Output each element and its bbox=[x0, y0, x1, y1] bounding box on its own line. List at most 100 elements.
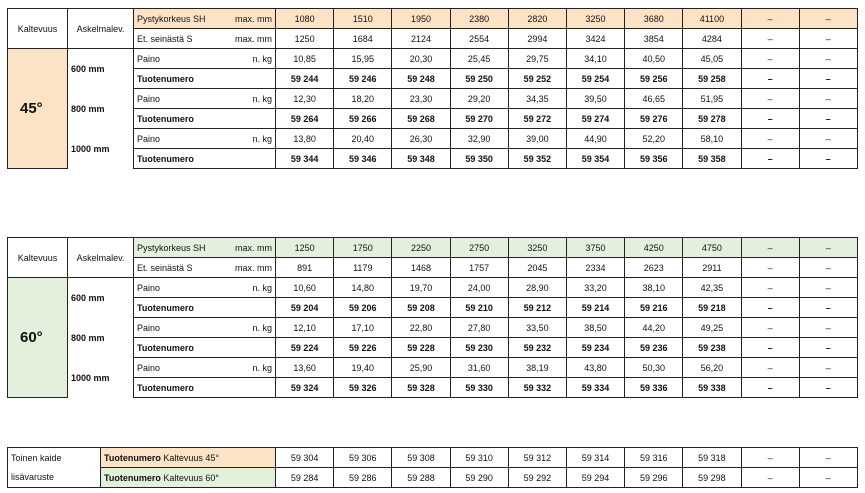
weight-row: 45° 600 mm Paino n. kg 10,85 15,95 20,30 25,45 2… bbox=[7, 48, 858, 169]
weight-unit: n. kg bbox=[228, 128, 276, 149]
distance-value: 1468 bbox=[391, 257, 451, 278]
weight-value: 20,40 bbox=[333, 128, 393, 149]
distance-unit: max. mm bbox=[228, 257, 276, 278]
product-number: 59 344 bbox=[274, 148, 335, 169]
product-number: 59 252 bbox=[507, 68, 567, 89]
product-number: 59 248 bbox=[391, 68, 451, 89]
weight-value: 42,35 bbox=[682, 277, 742, 298]
weight-value: 19,40 bbox=[333, 357, 393, 378]
product-number-label: Tuotenumero bbox=[133, 377, 276, 398]
distance-unit: max. mm bbox=[228, 28, 276, 49]
weight-value: – bbox=[798, 317, 858, 338]
product-number: 59 228 bbox=[391, 337, 451, 358]
accessory-row: lisävaruste Tuotenumero Kaltevuus 60° 59 2… bbox=[7, 467, 858, 488]
product-number: 59 258 bbox=[682, 68, 742, 89]
product-number: – bbox=[798, 377, 858, 398]
weight-value: 26,30 bbox=[391, 128, 451, 149]
weight-row: 1000 mm Paino n. kg 13,60 19,40 25,90 31,60 38,… bbox=[8, 357, 858, 398]
step-width: 600 mm bbox=[67, 277, 134, 318]
product-number: 59 278 bbox=[682, 108, 742, 129]
height-row: Kaltevuus Askelmalev. Pystykorkeus SH max. … bbox=[7, 8, 858, 49]
accessory-label: Toinen kaide bbox=[7, 447, 101, 468]
product-row: Tuotenumero 59 324 59 326 59 328 59 330 59 33… bbox=[8, 377, 858, 398]
product-number: 59 328 bbox=[391, 377, 451, 398]
distance-value: 2994 bbox=[507, 28, 567, 49]
height-value: 3750 bbox=[565, 237, 626, 258]
accessory-product-number: 59 310 bbox=[449, 447, 509, 468]
product-row: Tuotenumero 59 224 59 226 59 228 59 230 59 23… bbox=[8, 337, 858, 358]
product-number: 59 250 bbox=[449, 68, 509, 89]
distance-value: 2124 bbox=[391, 28, 451, 49]
product-number: 59 214 bbox=[565, 297, 626, 318]
product-number-label: Tuotenumero bbox=[133, 297, 276, 318]
accessory-product-number: 59 316 bbox=[624, 447, 684, 468]
weight-value: – bbox=[798, 277, 858, 298]
weight-value: 29,75 bbox=[507, 48, 567, 69]
weight-value: 25,45 bbox=[449, 48, 509, 69]
product-number: 59 332 bbox=[507, 377, 567, 398]
weight-value: 50,30 bbox=[624, 357, 684, 378]
weight-value: 44,90 bbox=[565, 128, 626, 149]
step-width: 800 mm bbox=[67, 88, 134, 129]
slope-label: Kaltevuus 60° bbox=[163, 472, 219, 483]
product-number: – bbox=[740, 337, 800, 358]
weight-value: 52,20 bbox=[624, 128, 684, 149]
product-number: 59 338 bbox=[682, 377, 742, 398]
weight-label: Paino bbox=[133, 128, 229, 149]
distance-value: 1179 bbox=[333, 257, 393, 278]
weight-label: Paino bbox=[133, 48, 229, 69]
product-number: 59 234 bbox=[565, 337, 626, 358]
height-value: – bbox=[798, 8, 858, 29]
product-number: 59 206 bbox=[333, 297, 393, 318]
product-number: – bbox=[798, 148, 858, 169]
product-number: – bbox=[798, 337, 858, 358]
product-number: 59 256 bbox=[624, 68, 684, 89]
distance-value: 2045 bbox=[507, 257, 567, 278]
product-number: 59 354 bbox=[565, 148, 626, 169]
slope-header: Kaltevuus bbox=[7, 237, 68, 278]
product-number: 59 346 bbox=[333, 148, 393, 169]
product-number: 59 330 bbox=[449, 377, 509, 398]
weight-value: 38,19 bbox=[507, 357, 567, 378]
weight-value: 13,80 bbox=[274, 128, 335, 149]
product-number-label: Tuotenumero bbox=[133, 337, 276, 358]
accessory-product-label: Tuotenumero Kaltevuus 60° bbox=[100, 467, 276, 488]
slope-angle: 60° bbox=[7, 277, 68, 398]
weight-value: – bbox=[740, 128, 800, 149]
product-row: Tuotenumero 59 264 59 266 59 268 59 270 59 27… bbox=[8, 108, 858, 129]
distance-value: 2554 bbox=[449, 28, 509, 49]
accessory-label: lisävaruste bbox=[7, 467, 101, 488]
accessory-product-number: 59 312 bbox=[507, 447, 567, 468]
height-value: 3250 bbox=[507, 237, 567, 258]
accessory-product-number: 59 292 bbox=[507, 467, 567, 488]
slope-angle: 45° bbox=[7, 48, 68, 169]
product-number: 59 348 bbox=[391, 148, 451, 169]
weight-value: 13,60 bbox=[274, 357, 335, 378]
distance-value: 4284 bbox=[682, 28, 742, 49]
weight-unit: n. kg bbox=[228, 357, 276, 378]
weight-value: 23,30 bbox=[391, 88, 451, 109]
product-number: 59 226 bbox=[333, 337, 393, 358]
height-value: 2250 bbox=[391, 237, 451, 258]
weight-value: 51,95 bbox=[682, 88, 742, 109]
step-width: 1000 mm bbox=[67, 128, 134, 169]
weight-label: Paino bbox=[133, 357, 229, 378]
accessory-product-number: – bbox=[740, 447, 800, 468]
accessory-product-number: – bbox=[798, 447, 858, 468]
weight-value: 33,50 bbox=[507, 317, 567, 338]
accessory-product-number: 59 308 bbox=[391, 447, 451, 468]
weight-label: Paino bbox=[133, 277, 229, 298]
distance-value: 1250 bbox=[274, 28, 335, 49]
product-row: Tuotenumero 59 344 59 346 59 348 59 350 59 35… bbox=[8, 148, 858, 169]
step-width-header: Askelmalev. bbox=[67, 8, 134, 49]
distance-value: – bbox=[798, 257, 858, 278]
product-number: 59 254 bbox=[565, 68, 626, 89]
accessory-product-label: Tuotenumero Kaltevuus 45° bbox=[100, 447, 276, 468]
weight-value: 29,20 bbox=[449, 88, 509, 109]
product-number: 59 216 bbox=[624, 297, 684, 318]
product-number: – bbox=[740, 297, 800, 318]
step-width: 1000 mm bbox=[67, 357, 134, 398]
height-value: 3250 bbox=[565, 8, 626, 29]
slope-header: Kaltevuus bbox=[7, 8, 68, 49]
